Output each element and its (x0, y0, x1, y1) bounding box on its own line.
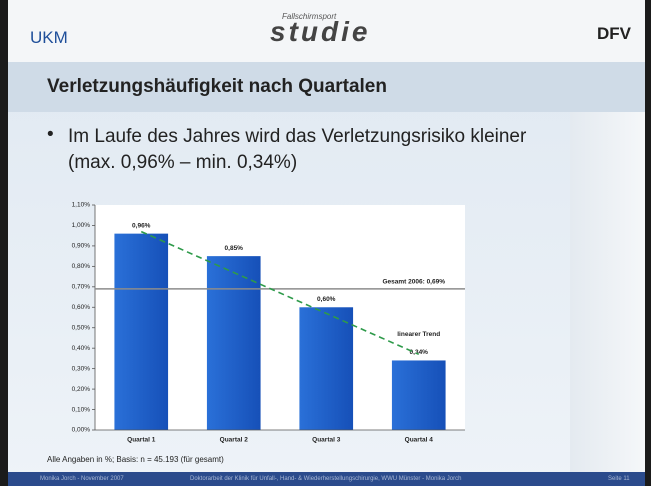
value-label: 0,60% (317, 296, 336, 303)
y-tick-label: 0,10% (72, 406, 91, 413)
value-label: 0,85% (225, 245, 244, 252)
x-tick-label: Quartal 4 (405, 437, 434, 444)
value-label: 0,34% (410, 349, 429, 356)
footer-left: Monika Jorch - November 2007 (40, 476, 124, 482)
footnote: Alle Angaben in %; Basis: n = 45.193 (fü… (47, 455, 224, 464)
bar (207, 256, 261, 430)
chart: 0,00% 0,10% 0,20% 0,30% 0,40% 0,50% 0,60% 0,70%… (0, 0, 651, 486)
y-tick-label: 0,20% (72, 386, 91, 393)
footer-center: Doktorarbeit der Klinik für Unfall-, Han… (190, 476, 461, 482)
bar (392, 360, 446, 430)
y-tick-label: 1,10% (72, 202, 91, 209)
y-tick-label: 0,90% (72, 243, 91, 250)
bar (299, 307, 353, 430)
footer-right: Seite 11 (608, 476, 630, 482)
x-tick-label: Quartal 2 (220, 437, 249, 444)
y-tick-label: 1,00% (72, 222, 91, 229)
trend-label: linearer Trend (397, 331, 440, 338)
page: UKM Fallschirmsport studie DFV Verletzun… (0, 0, 651, 486)
y-tick-label: 0,50% (72, 324, 91, 331)
y-tick-label: 0,40% (72, 345, 91, 352)
reference-label: Gesamt 2006: 0,69% (382, 279, 445, 286)
x-tick-label: Quartal 1 (127, 437, 156, 444)
x-tick-label: Quartal 3 (312, 437, 341, 444)
y-tick-label: 0,80% (72, 263, 91, 270)
y-tick-label: 0,60% (72, 304, 91, 311)
bar (114, 234, 168, 430)
y-tick-label: 0,00% (72, 427, 91, 434)
value-label: 0,96% (132, 222, 151, 229)
y-tick-label: 0,70% (72, 284, 91, 291)
y-tick-label: 0,30% (72, 365, 91, 372)
